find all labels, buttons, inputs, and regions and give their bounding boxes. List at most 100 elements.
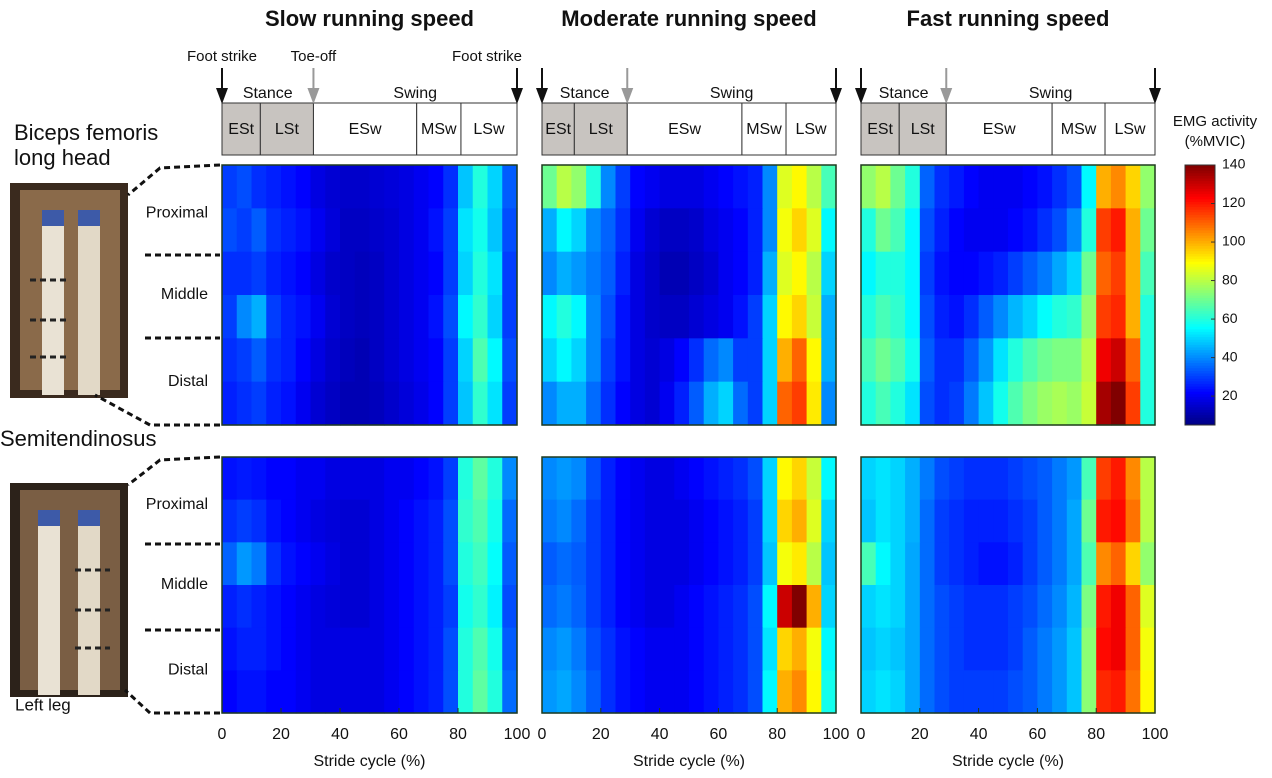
heatmap-cell <box>630 295 646 339</box>
heatmap-cell <box>354 295 371 339</box>
heatmap-cell <box>340 585 356 629</box>
photo-top <box>10 183 128 398</box>
heatmap-cell <box>1081 165 1097 209</box>
heatmap-cell <box>777 627 793 671</box>
heatmap-cell <box>890 457 906 501</box>
heatmap-cell <box>963 670 980 714</box>
phase-box <box>626 102 743 156</box>
heatmap-cell <box>861 208 877 253</box>
heatmap-cell <box>384 295 400 339</box>
colorbar-swatch <box>1185 193 1215 197</box>
heatmap-cell <box>222 670 238 714</box>
heatmap-cell <box>325 208 341 253</box>
heatmap-cell <box>1096 338 1112 383</box>
muscle-label: long head <box>14 145 111 170</box>
heatmap-cell <box>502 381 518 426</box>
heatmap-cell <box>733 670 749 714</box>
colorbar-swatch <box>1185 284 1215 288</box>
heatmap-cell <box>718 208 734 253</box>
heatmap-cell <box>251 165 267 209</box>
heatmap-cell <box>384 338 400 383</box>
heatmap-cell <box>556 338 572 383</box>
heatmap-cell <box>733 165 749 209</box>
region-label: Distal <box>168 662 208 679</box>
colorbar-tick-label: 60 <box>1222 310 1238 326</box>
heatmap-cell <box>1052 542 1068 586</box>
heatmap-cell <box>586 627 602 671</box>
event-arrowhead <box>1149 88 1161 104</box>
heatmap-cell <box>295 338 312 383</box>
heatmap-cell <box>458 208 474 253</box>
heatmap-cell <box>1037 381 1053 426</box>
heatmap-cell <box>659 542 675 586</box>
x-axis-label: Stride cycle (%) <box>313 753 425 770</box>
heatmap-cell <box>919 499 936 543</box>
heatmap-cell <box>251 542 267 586</box>
heatmap-cell <box>600 338 617 383</box>
heatmap-cell <box>659 208 675 253</box>
heatmap-cell <box>1037 295 1053 339</box>
heatmap-cell <box>1110 251 1127 296</box>
heatmap-cell <box>777 208 793 253</box>
heatmap-cell <box>325 165 341 209</box>
heatmap-cell <box>703 627 719 671</box>
heatmap-cell <box>384 542 400 586</box>
heatmap-cell <box>890 295 906 339</box>
heatmap-cell <box>1022 499 1038 543</box>
heatmap-cell <box>399 457 415 501</box>
heatmap-cell <box>1140 208 1156 253</box>
heatmap-cell <box>487 670 503 714</box>
heatmap-cell <box>1008 208 1024 253</box>
heatmap-cell <box>615 251 631 296</box>
heatmap-cell <box>1066 627 1083 671</box>
heatmap-cell <box>806 670 822 714</box>
colorbar-swatch <box>1185 302 1215 306</box>
heatmap-cell <box>689 295 705 339</box>
heatmap-cell <box>733 627 749 671</box>
colorbar-swatch <box>1185 165 1215 169</box>
heatmap-cell <box>1081 542 1097 586</box>
heatmap-cell <box>821 457 837 501</box>
heatmap-cell <box>281 165 297 209</box>
colorbar-swatch <box>1185 271 1215 275</box>
heatmap-cell <box>674 165 690 209</box>
heatmap-cell <box>443 338 459 383</box>
heatmap-cell <box>571 251 587 296</box>
heatmap-cell <box>542 457 558 501</box>
heatmap-cell <box>251 585 267 629</box>
heatmap-cell <box>310 338 326 383</box>
heatmap-cell <box>1110 338 1127 383</box>
phase-label: LSt <box>911 121 936 138</box>
heatmap-cell <box>733 542 749 586</box>
x-tick-label: 0 <box>218 726 227 743</box>
heatmap-cell <box>978 165 994 209</box>
heatmap-cell <box>934 542 950 586</box>
heatmap-cell <box>1125 499 1141 543</box>
heatmap-cell <box>222 499 238 543</box>
heatmap-cell <box>1125 338 1141 383</box>
colorbar-swatch <box>1185 347 1215 351</box>
colorbar-swatch <box>1185 253 1215 257</box>
heatmap-cell <box>325 338 341 383</box>
heatmap-cell <box>890 251 906 296</box>
heatmap-cell <box>919 338 936 383</box>
event-arrowhead <box>940 88 953 104</box>
colorbar-swatch <box>1185 183 1215 187</box>
heatmap-cell <box>718 381 734 426</box>
colorbar-label: (%MVIC) <box>1185 133 1246 150</box>
heatmap-cell <box>340 208 356 253</box>
heatmap-cell <box>487 338 503 383</box>
heatmap-cell <box>428 251 444 296</box>
x-axis-label: Stride cycle (%) <box>633 753 745 770</box>
phase-box <box>1051 102 1106 156</box>
heatmap-cell <box>1125 208 1141 253</box>
heatmap-cell <box>1066 295 1083 339</box>
heatmap-cell <box>1125 670 1141 714</box>
heatmap-cell <box>861 585 877 629</box>
heatmap-cell <box>413 251 430 296</box>
heatmap-cell <box>281 542 297 586</box>
heatmap-cell <box>502 627 518 671</box>
x-tick-label: 60 <box>1029 726 1047 743</box>
phase-box <box>460 102 518 156</box>
heatmap-cell <box>718 165 734 209</box>
